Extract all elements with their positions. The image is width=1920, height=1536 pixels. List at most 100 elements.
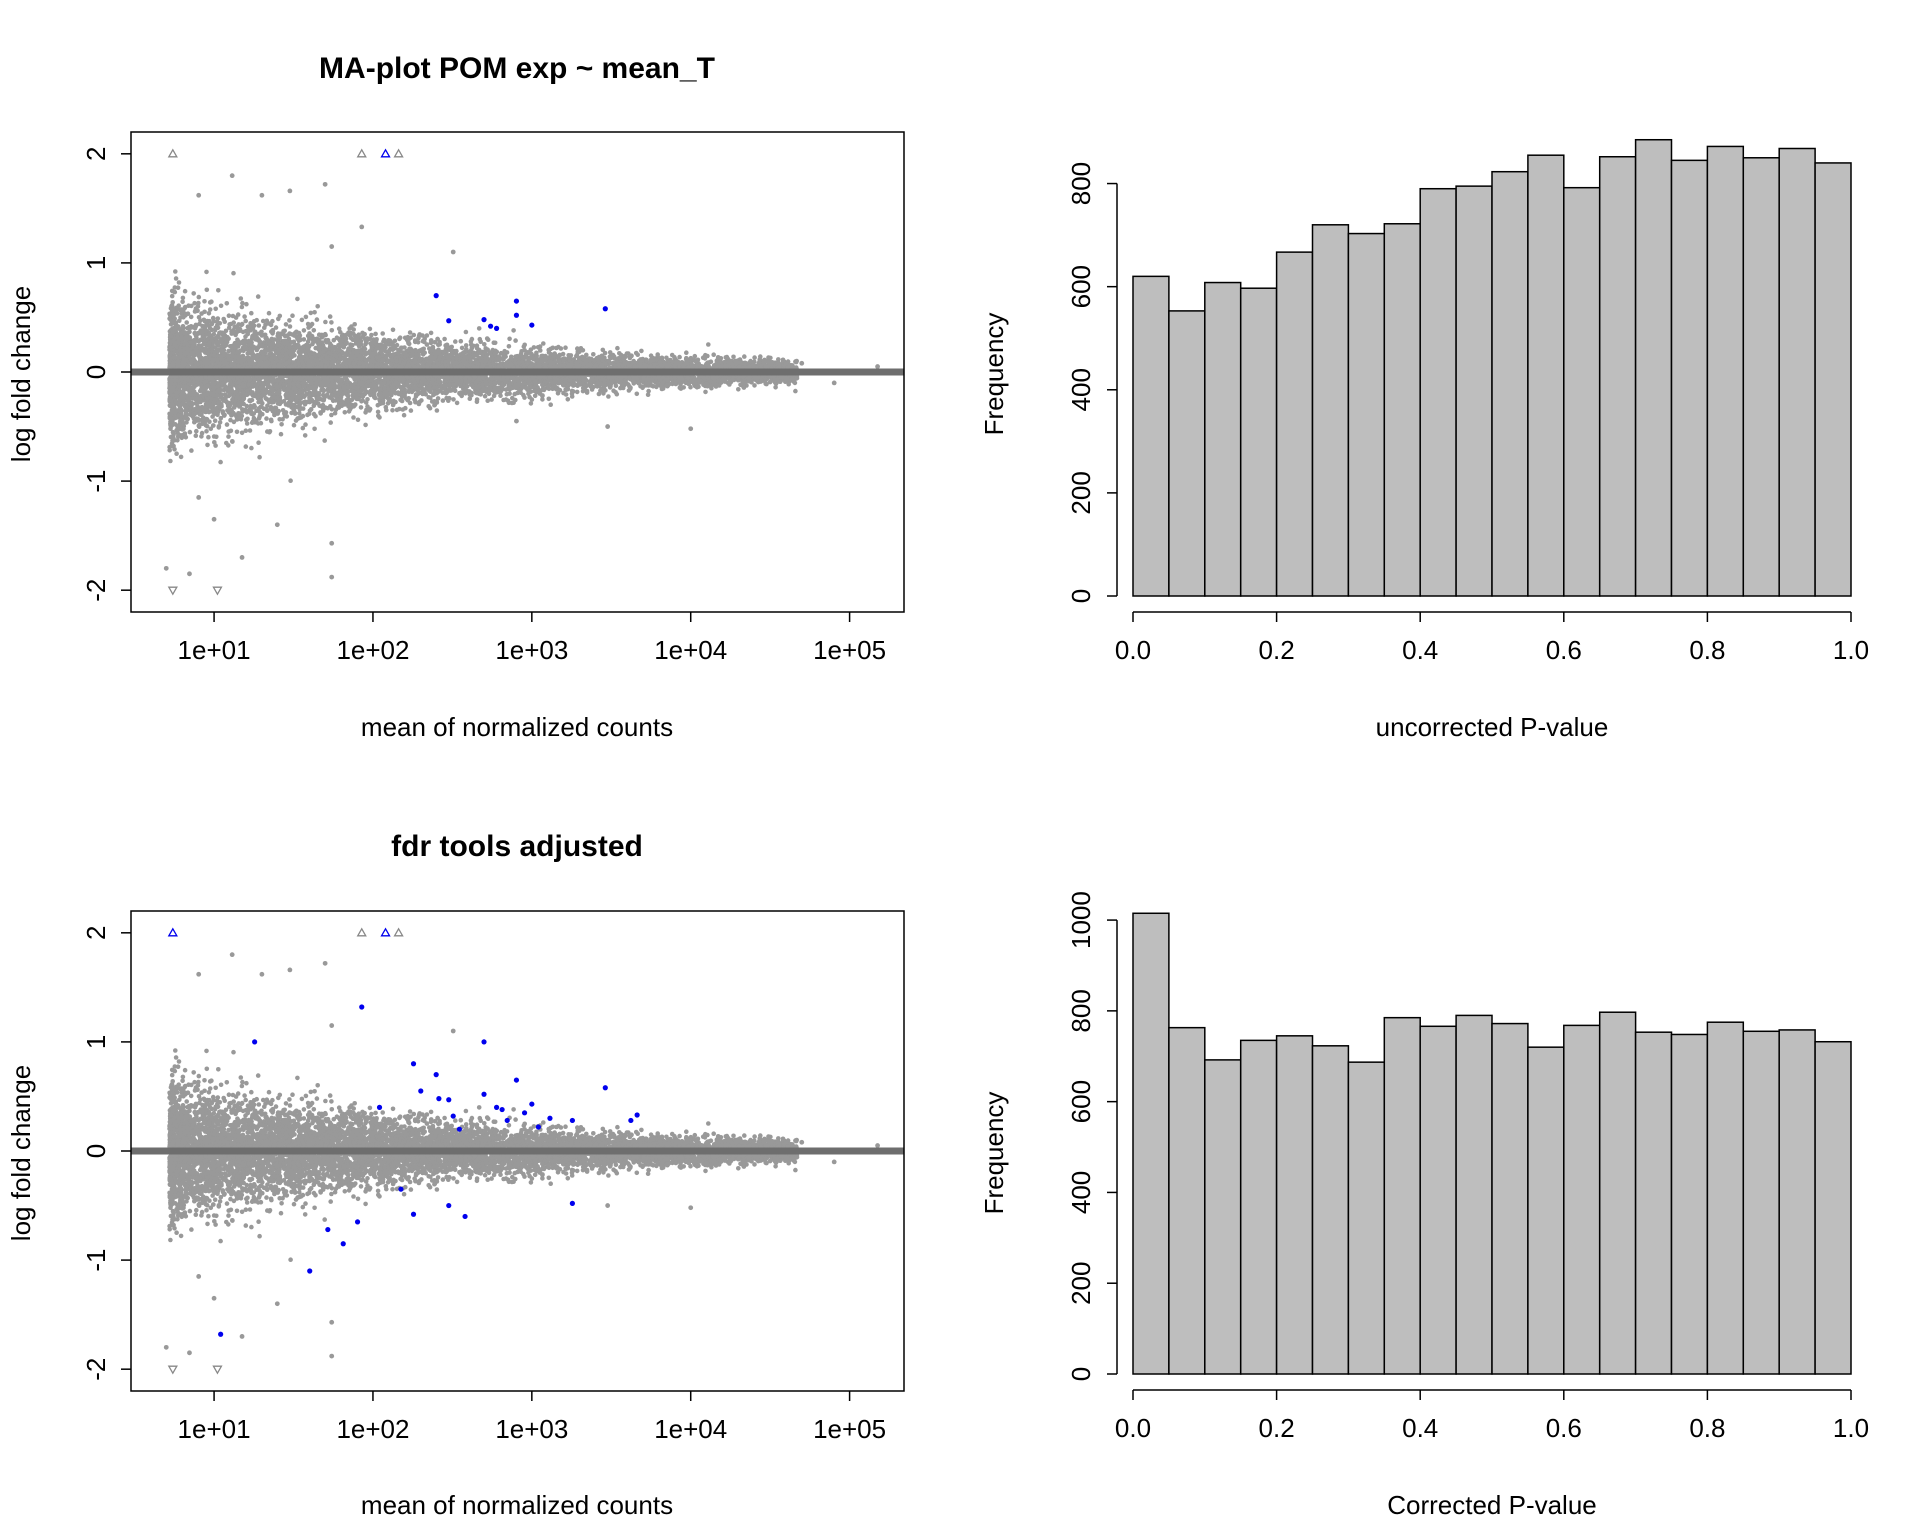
gene-point <box>529 351 534 357</box>
gene-point <box>208 426 214 432</box>
gene-point <box>454 400 460 406</box>
gene-point <box>561 390 566 396</box>
gene-point <box>742 354 747 359</box>
gene-point <box>213 306 218 312</box>
gene-point <box>639 348 644 354</box>
gene-point <box>731 354 736 360</box>
gene-point <box>600 347 606 353</box>
gene-point <box>226 429 231 434</box>
gene-point <box>338 329 343 335</box>
gene-point <box>458 338 464 344</box>
gene-point <box>189 448 194 453</box>
gene-point <box>172 447 177 452</box>
gene-point <box>197 412 203 417</box>
gene-point <box>401 412 407 418</box>
gene-point <box>677 354 682 360</box>
gene-point <box>485 398 491 404</box>
gene-point <box>613 383 619 389</box>
gene-point <box>226 313 232 319</box>
gene-point <box>507 336 512 342</box>
gene-point <box>606 394 611 399</box>
gene-point <box>213 345 218 350</box>
gene-point <box>196 424 202 430</box>
gene-point <box>767 379 773 385</box>
gene-point <box>257 454 262 460</box>
gene-point <box>199 311 204 316</box>
gene-point <box>633 350 639 356</box>
gene-point <box>239 304 245 310</box>
gene-point <box>459 345 465 351</box>
gene-point <box>193 433 199 439</box>
gene-point <box>207 307 213 312</box>
gene-point <box>265 403 270 409</box>
gene-point <box>279 422 284 427</box>
gene-point <box>270 318 275 324</box>
gene-point <box>314 317 320 322</box>
gene-point <box>408 408 414 413</box>
gene-point <box>463 343 469 348</box>
gene-point <box>467 396 473 402</box>
gene-point <box>216 288 221 293</box>
gene-point <box>548 402 553 408</box>
gene-point <box>296 330 302 336</box>
gene-point <box>213 325 218 331</box>
gene-point <box>291 422 297 428</box>
gene-point <box>346 330 351 336</box>
gene-point <box>177 318 182 324</box>
gene-point <box>607 350 613 355</box>
gene-point <box>476 326 482 331</box>
gene-point <box>390 408 395 413</box>
gene-point <box>196 300 201 306</box>
gene-point <box>184 320 189 325</box>
gene-point <box>238 340 244 346</box>
gene-point <box>301 328 307 333</box>
gene-point <box>174 451 179 457</box>
gene-point <box>256 440 261 446</box>
gene-point <box>352 322 358 327</box>
gene-point <box>255 294 261 299</box>
gene-point <box>532 393 538 399</box>
gene-point <box>563 345 568 351</box>
gene-point <box>498 393 503 399</box>
gene-point <box>329 328 335 333</box>
gene-point <box>356 332 362 338</box>
gene-point <box>331 337 337 343</box>
gene-point <box>312 426 317 432</box>
gene-point <box>367 326 373 332</box>
gene-point <box>336 326 342 332</box>
gene-point <box>266 310 272 316</box>
gene-point <box>426 404 432 409</box>
ma-plot-top: MA-plot POM exp ~ mean_T 1e+01 1e+02 1e+03… <box>6 52 905 742</box>
gene-point <box>295 296 300 302</box>
gene-point <box>522 342 527 348</box>
gene-point <box>380 331 386 336</box>
gene-point <box>376 413 381 419</box>
gene-point <box>254 317 259 323</box>
gene-point <box>218 459 223 465</box>
gene-point <box>672 354 677 360</box>
gene-point <box>558 346 564 351</box>
gene-point <box>303 314 309 320</box>
gene-point <box>329 412 334 418</box>
gene-point <box>634 391 640 397</box>
gene-point <box>528 401 534 406</box>
ma-plot-top-title: MA-plot POM exp ~ mean_T <box>319 52 715 85</box>
gene-point <box>511 328 516 333</box>
gene-point <box>206 311 212 316</box>
gene-point <box>463 329 469 335</box>
gene-point <box>392 338 398 344</box>
gene-point <box>260 318 266 324</box>
gene-point <box>303 422 308 427</box>
gene-point <box>711 352 716 358</box>
gene-point <box>168 458 173 464</box>
gene-point <box>736 387 741 392</box>
gene-point <box>574 353 579 359</box>
gene-point <box>373 331 378 337</box>
gene-point <box>278 431 284 437</box>
gene-point <box>226 434 231 439</box>
gene-point <box>442 336 447 342</box>
gene-point <box>178 454 184 460</box>
gene-point <box>243 334 248 339</box>
gene-point <box>355 417 361 423</box>
